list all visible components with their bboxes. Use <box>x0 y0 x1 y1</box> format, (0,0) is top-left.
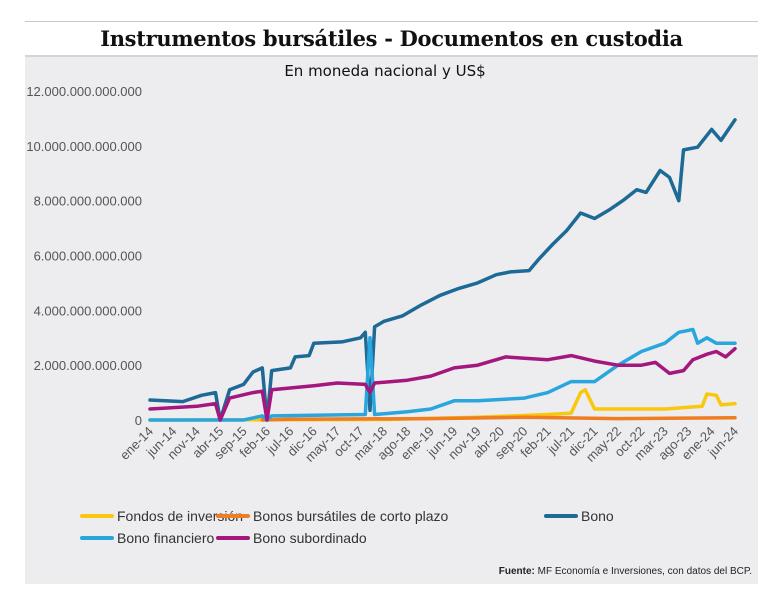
legend-label: Fondos de inversión <box>117 508 244 524</box>
y-tick-label: 12.000.000.000.000 <box>26 84 142 99</box>
legend-swatch <box>216 514 250 518</box>
legend-item-bonos-corto-plazo: Bonos bursátiles de corto plazo <box>216 508 448 524</box>
y-tick-label: 4.000.000.000.000 <box>34 303 142 318</box>
legend-label: Bono <box>581 508 614 524</box>
series-line-bonos-burs-tiles-de-corto-plazo <box>260 415 737 422</box>
chart-title: Instrumentos bursátiles - Documentos en … <box>100 26 683 51</box>
title-rule <box>25 21 758 22</box>
legend-swatch <box>80 514 114 518</box>
series-line-bono-subordinado <box>148 346 737 422</box>
chart-subtitle: En moneda nacional y US$ <box>284 62 486 80</box>
source-text: MF Economía e Inversiones, con datos del… <box>534 566 752 577</box>
series-line-bono-financiero <box>148 327 737 422</box>
legend-item-bono-financiero: Bono financiero <box>80 530 214 546</box>
y-tick-label: 0 <box>135 413 142 428</box>
legend-item-fondos: Fondos de inversión <box>80 508 243 524</box>
legend-label: Bono subordinado <box>253 530 367 546</box>
legend-swatch <box>216 536 250 540</box>
legend-item-bono-subordinado: Bono subordinado <box>216 530 367 546</box>
source-label: Fuente: <box>498 566 535 577</box>
series-line-bono <box>148 118 737 422</box>
y-tick-label: 8.000.000.000.000 <box>34 194 142 209</box>
legend-item-bono: Bono <box>544 508 614 524</box>
y-tick-label: 6.000.000.000.000 <box>34 249 142 264</box>
legend-swatch <box>544 514 578 518</box>
legend-swatch <box>80 536 114 540</box>
y-tick-label: 10.000.000.000.000 <box>26 139 142 154</box>
legend-label: Bonos bursátiles de corto plazo <box>253 508 449 524</box>
y-tick-label: 2.000.000.000.000 <box>34 358 142 373</box>
legend-label: Bono financiero <box>117 530 215 546</box>
source-note: Fuente: MF Economía e Inversiones, con d… <box>499 566 752 577</box>
